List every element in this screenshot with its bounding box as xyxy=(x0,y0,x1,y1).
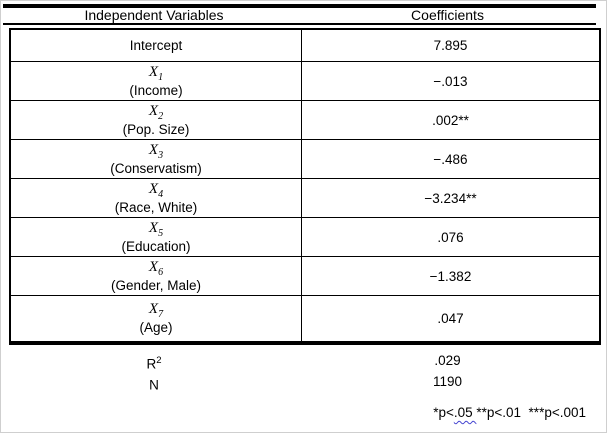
stat-row-r-squared: R2 .029 xyxy=(9,352,596,373)
variable-symbol: X6 xyxy=(148,258,164,278)
spellcheck-squiggle-text: .05 xyxy=(453,405,477,420)
coefficient-cell: −.486 xyxy=(301,139,601,179)
coefficient-cell: .076 xyxy=(301,217,601,257)
variable-label: (Pop. Size) xyxy=(122,121,190,137)
header-underline xyxy=(3,23,596,25)
variable-label: (Age) xyxy=(139,320,173,335)
stat-row-n: N 1190 xyxy=(9,373,596,394)
header-independent-variables: Independent Variables xyxy=(84,7,224,23)
coefficient-cell: −1.382 xyxy=(301,256,601,296)
variable-label: (Income) xyxy=(129,82,183,98)
table-row-x6: X6 (Gender, Male) −1.382 xyxy=(9,256,601,296)
variable-symbol: X5 xyxy=(148,219,164,239)
variable-label: (Education) xyxy=(121,238,191,254)
variable-cell: X7 (Age) xyxy=(9,295,302,344)
variable-cell: X5 (Education) xyxy=(9,217,302,257)
variable-symbol: X2 xyxy=(148,102,164,122)
r-squared-label: R2 xyxy=(146,355,162,372)
significance-note-text: **p<.01 ***p<.001 xyxy=(476,405,586,420)
significance-note: *p<.05 **p<.01 ***p<.001 xyxy=(433,405,586,420)
table-row-x7: X7 (Age) .047 xyxy=(9,295,601,344)
variable-symbol: X3 xyxy=(148,141,164,161)
top-rule xyxy=(3,4,596,8)
coefficient-cell: −.013 xyxy=(301,61,601,101)
table-header: Independent Variables Coefficients xyxy=(9,7,596,23)
coefficient-cell: .047 xyxy=(301,295,601,344)
variable-label: (Conservatism) xyxy=(110,160,202,176)
coefficient-cell: .002** xyxy=(301,100,601,140)
variable-symbol: X1 xyxy=(148,63,164,83)
significance-note-text: *p< xyxy=(433,405,454,420)
table-row-x3: X3 (Conservatism) −.486 xyxy=(9,139,601,179)
model-stats: R2 .029 N 1190 xyxy=(9,352,596,393)
coefficients-table: Intercept 7.895 X1 (Income) −.013 X2 (Po… xyxy=(9,28,601,345)
header-coefficients: Coefficients xyxy=(411,7,484,23)
n-value: 1190 xyxy=(432,373,463,389)
variable-label: (Gender, Male) xyxy=(110,277,202,293)
variable-cell: X6 (Gender, Male) xyxy=(9,256,302,296)
coefficient-cell: −3.234** xyxy=(301,178,601,218)
variable-cell: Intercept xyxy=(9,28,302,62)
table-row-x1: X1 (Income) −.013 xyxy=(9,61,601,101)
variable-symbol: X4 xyxy=(148,180,164,200)
variable-cell: X4 (Race, White) xyxy=(9,178,302,218)
coefficient-cell: 7.895 xyxy=(301,28,601,62)
table-row-x4: X4 (Race, White) −3.234** xyxy=(9,178,601,218)
variable-symbol: X7 xyxy=(148,301,164,320)
table-row-x5: X5 (Education) .076 xyxy=(9,217,601,257)
r-squared-value: .029 xyxy=(434,353,461,368)
table-row-x2: X2 (Pop. Size) .002** xyxy=(9,100,601,140)
variable-cell: X1 (Income) xyxy=(9,61,302,101)
table-row-intercept: Intercept 7.895 xyxy=(9,28,601,62)
variable-label: (Race, White) xyxy=(114,199,198,215)
variable-cell: X2 (Pop. Size) xyxy=(9,100,302,140)
n-label: N xyxy=(149,377,159,392)
variable-cell: X3 (Conservatism) xyxy=(9,139,302,179)
